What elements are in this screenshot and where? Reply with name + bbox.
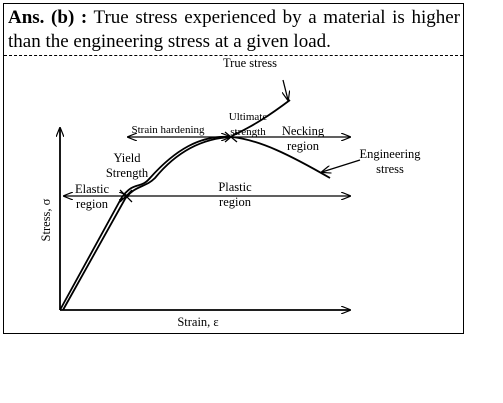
y-axis-label: Stress, σ bbox=[39, 198, 53, 241]
engineering-curve bbox=[62, 136, 331, 311]
x-axis-label: Strain, ε bbox=[177, 315, 218, 329]
plastic-label: region bbox=[219, 195, 252, 209]
pointer bbox=[283, 79, 288, 100]
ultimate-label: strength bbox=[230, 126, 266, 138]
yield-label: Yield bbox=[113, 151, 141, 165]
true-stress-curve bbox=[59, 99, 291, 311]
engineering-label: stress bbox=[376, 162, 404, 176]
pointer bbox=[322, 159, 361, 172]
separator bbox=[4, 55, 463, 56]
necking-label: Necking bbox=[282, 124, 325, 138]
engineering-label: Engineering bbox=[359, 147, 421, 161]
true-stress-label: True stress bbox=[223, 56, 277, 70]
answer-box: Ans. (b) : True stress experienced by a … bbox=[3, 3, 464, 334]
answer: Ans. (b) : True stress experienced by a … bbox=[8, 6, 460, 54]
elastic-label: Elastic bbox=[75, 182, 109, 196]
answer-text: True stress experienced by a material is… bbox=[8, 7, 460, 52]
elastic-label: region bbox=[76, 197, 109, 211]
yield-label: Strength bbox=[106, 166, 149, 180]
answer-label: Ans. (b) : bbox=[8, 7, 88, 28]
strain-hardening-label: Strain hardening bbox=[131, 124, 205, 136]
plastic-label: Plastic bbox=[218, 180, 252, 194]
necking-label: region bbox=[287, 139, 320, 153]
ultimate-label: Ultimate bbox=[229, 111, 268, 123]
cross-mark bbox=[119, 131, 238, 203]
